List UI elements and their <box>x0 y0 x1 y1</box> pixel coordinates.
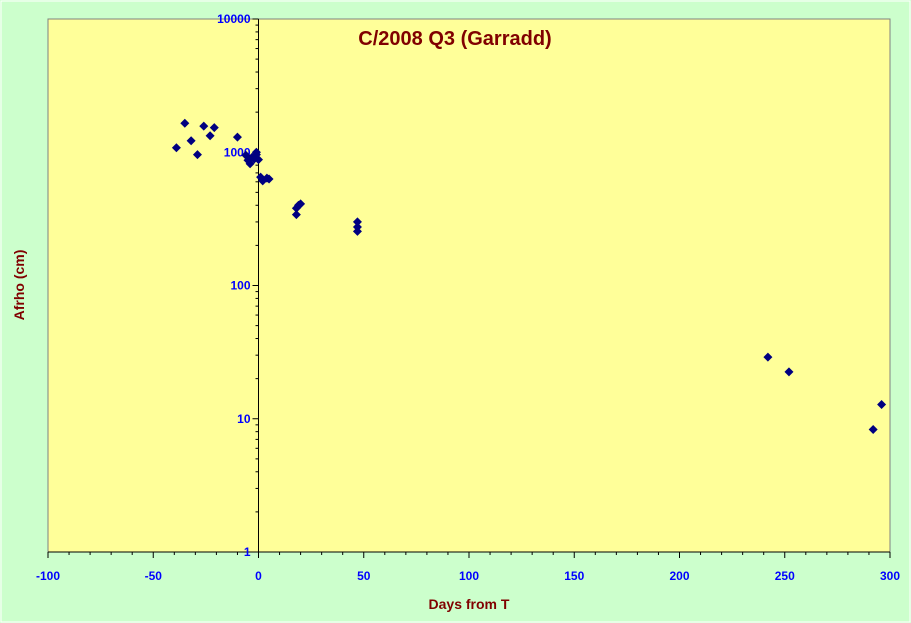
data-points <box>171 118 887 435</box>
plot-area <box>47 18 891 553</box>
data-point <box>296 199 306 209</box>
y-tick-label: 10000 <box>217 12 251 26</box>
x-tick-label: 300 <box>880 569 900 583</box>
x-tick-label: 200 <box>669 569 689 583</box>
data-point <box>180 118 190 128</box>
x-tick-label: 250 <box>775 569 795 583</box>
data-point <box>763 352 773 362</box>
data-point <box>192 150 202 160</box>
data-point <box>868 425 878 435</box>
y-tick-label: 1 <box>244 545 251 559</box>
data-point <box>352 226 362 236</box>
data-point <box>251 147 261 157</box>
x-tick-label: 150 <box>564 569 584 583</box>
data-point <box>186 136 196 146</box>
data-point <box>205 131 215 141</box>
data-point <box>209 123 219 133</box>
x-tick-label: 0 <box>255 569 262 583</box>
x-tick-label: -100 <box>36 569 60 583</box>
x-axis-title: Days from T <box>429 596 510 612</box>
x-axis: -100 -50 0 50 100 150 200 250 300 <box>36 551 900 583</box>
data-point <box>264 174 274 184</box>
data-point <box>249 154 259 164</box>
x-tick-label: 100 <box>459 569 479 583</box>
y-tick-label: 100 <box>230 279 250 293</box>
x-tick-label: 50 <box>357 569 371 583</box>
chart-title: C/2008 Q3 (Garradd) <box>358 28 551 50</box>
data-point <box>232 132 242 142</box>
y-axis-title: Afrho (cm) <box>11 250 27 321</box>
data-point <box>254 155 263 165</box>
data-point <box>171 143 181 153</box>
data-point <box>877 399 887 409</box>
y-tick-label: 10 <box>237 412 251 426</box>
data-point <box>784 367 794 377</box>
data-point <box>291 210 301 220</box>
data-point <box>352 217 362 227</box>
x-tick-label: -50 <box>145 569 163 583</box>
data-point <box>199 121 209 131</box>
